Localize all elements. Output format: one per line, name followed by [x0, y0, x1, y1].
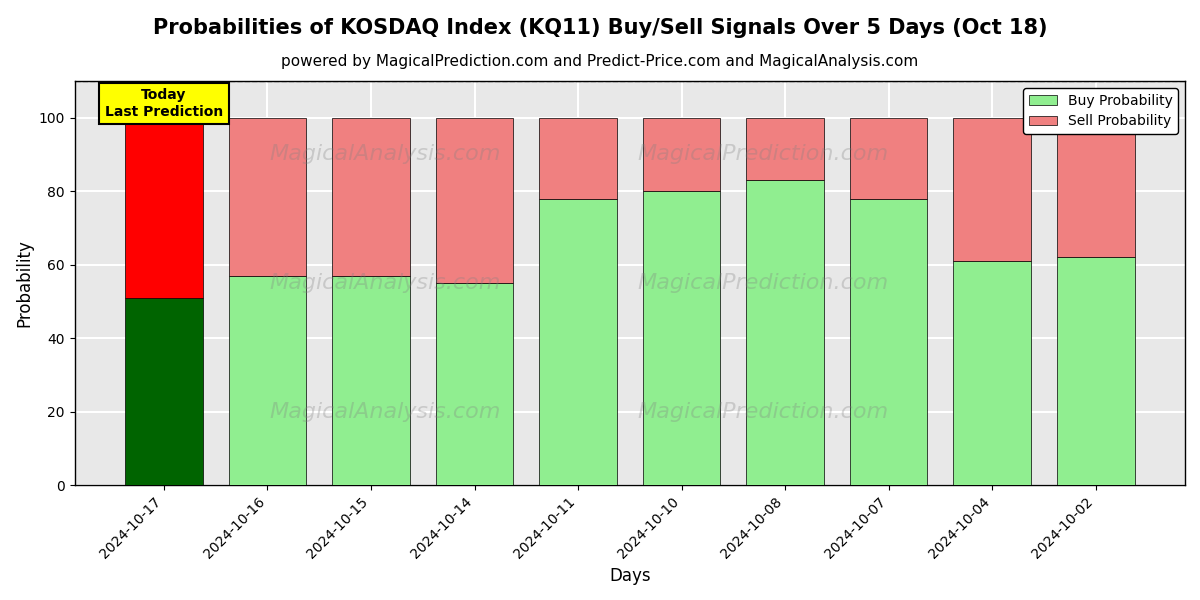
X-axis label: Days: Days	[610, 567, 650, 585]
Bar	[746, 180, 824, 485]
Bar	[125, 298, 203, 485]
Text: MagicalAnalysis.com: MagicalAnalysis.com	[270, 403, 502, 422]
Text: MagicalPrediction.com: MagicalPrediction.com	[637, 273, 889, 293]
Bar	[229, 118, 306, 276]
Bar	[539, 199, 617, 485]
Bar	[436, 118, 514, 283]
Bar	[332, 118, 410, 276]
Text: Today
Last Prediction: Today Last Prediction	[104, 88, 223, 119]
Y-axis label: Probability: Probability	[16, 239, 34, 327]
Text: powered by MagicalPrediction.com and Predict-Price.com and MagicalAnalysis.com: powered by MagicalPrediction.com and Pre…	[281, 54, 919, 69]
Bar	[953, 261, 1031, 485]
Bar	[643, 191, 720, 485]
Text: MagicalPrediction.com: MagicalPrediction.com	[637, 144, 889, 164]
Bar	[436, 283, 514, 485]
Text: MagicalPrediction.com: MagicalPrediction.com	[637, 403, 889, 422]
Legend: Buy Probability, Sell Probability: Buy Probability, Sell Probability	[1024, 88, 1178, 134]
Bar	[332, 276, 410, 485]
Bar	[539, 118, 617, 199]
Bar	[746, 118, 824, 180]
Bar	[229, 276, 306, 485]
Bar	[953, 118, 1031, 261]
Bar	[643, 118, 720, 191]
Text: Probabilities of KOSDAQ Index (KQ11) Buy/Sell Signals Over 5 Days (Oct 18): Probabilities of KOSDAQ Index (KQ11) Buy…	[152, 18, 1048, 38]
Bar	[1057, 257, 1134, 485]
Bar	[1057, 118, 1134, 257]
Bar	[850, 118, 928, 199]
Bar	[125, 118, 203, 298]
Bar	[850, 199, 928, 485]
Text: MagicalAnalysis.com: MagicalAnalysis.com	[270, 144, 502, 164]
Text: MagicalAnalysis.com: MagicalAnalysis.com	[270, 273, 502, 293]
